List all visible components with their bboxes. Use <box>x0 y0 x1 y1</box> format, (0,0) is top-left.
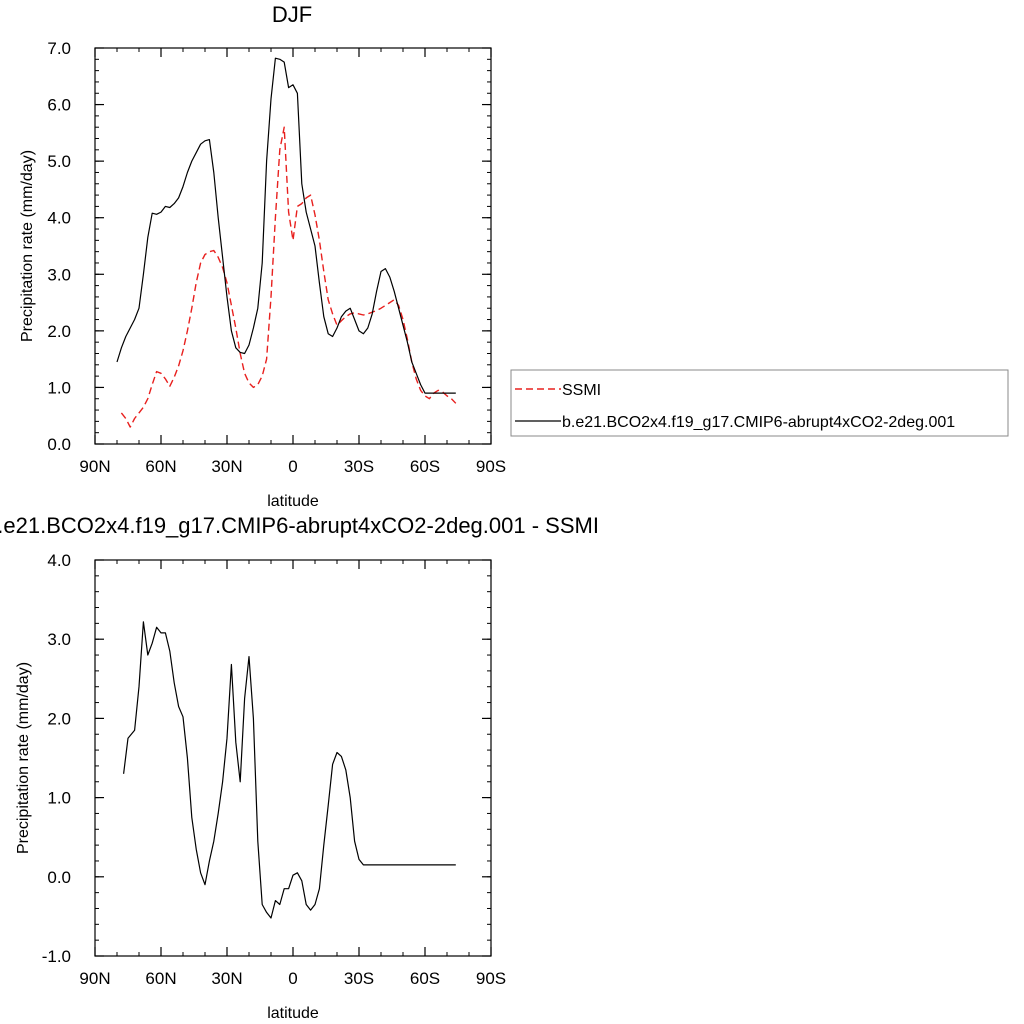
djf-x-tick-label: 90S <box>476 457 506 476</box>
difference-x-tick-label: 60N <box>145 969 176 988</box>
difference-series-lines <box>123 621 456 919</box>
djf-series-line-ssmi <box>120 126 457 428</box>
difference-y-tick-label: 4.0 <box>47 551 71 570</box>
difference-series-line-difference <box>123 621 456 919</box>
difference-x-tick-label: 30N <box>211 969 242 988</box>
djf-x-tick-label: 0 <box>288 457 297 476</box>
djf-plot-frame <box>94 47 492 445</box>
difference-axis-ticks: 90N 60N 30N 0 30S 60S 90S -1.0 0.0 1.0 2.0 3.0 4.0 <box>42 551 506 988</box>
difference-x-axis-label: latitude <box>267 1005 319 1022</box>
djf-x-tick-label: 90N <box>79 457 110 476</box>
legend-label-ssmi: SSMI <box>562 382 601 399</box>
difference-chart: b.e21.BCO2x4.f19_g17.CMIP6-abrupt4xCO2-2… <box>0 513 599 1022</box>
difference-chart-title: b.e21.BCO2x4.f19_g17.CMIP6-abrupt4xCO2-2… <box>0 513 599 538</box>
djf-series-line-model <box>116 57 456 394</box>
difference-x-tick-label: 90S <box>476 969 506 988</box>
djf-y-tick-label: 3.0 <box>47 265 71 284</box>
difference-y-tick-label: -1.0 <box>42 947 71 966</box>
difference-y-tick-label: 2.0 <box>47 709 71 728</box>
djf-y-tick-label: 7.0 <box>47 39 71 58</box>
djf-series-lines <box>116 57 457 428</box>
djf-y-tick-label: 5.0 <box>47 152 71 171</box>
difference-y-tick-label: 3.0 <box>47 630 71 649</box>
djf-y-axis-label: Precipitation rate (mm/day) <box>19 150 36 342</box>
difference-plot-frame <box>94 559 492 957</box>
djf-y-tick-label: 0.0 <box>47 435 71 454</box>
djf-x-tick-label: 60S <box>410 457 440 476</box>
difference-x-tick-label: 30S <box>344 969 374 988</box>
djf-axis-ticks: 90N 60N 30N 0 30S 60S 90S 0.0 1.0 2.0 3.0 4.0 5.0 6.0… <box>47 39 506 476</box>
difference-x-tick-label: 0 <box>288 969 297 988</box>
djf-y-tick-label: 6.0 <box>47 96 71 115</box>
djf-y-tick-label: 2.0 <box>47 322 71 341</box>
djf-chart: DJF 90N 60N 30N 0 30S 60S 90S 0.0 1.0 2.0 3.0 4.0 5.… <box>19 2 506 510</box>
djf-chart-title: DJF <box>272 2 312 27</box>
djf-y-tick-label: 1.0 <box>47 378 71 397</box>
difference-x-tick-label: 90N <box>79 969 110 988</box>
legend-label-model: b.e21.BCO2x4.f19_g17.CMIP6-abrupt4xCO2-2… <box>562 414 955 431</box>
djf-y-tick-label: 4.0 <box>47 209 71 228</box>
djf-x-tick-label: 30S <box>344 457 374 476</box>
difference-x-tick-label: 60S <box>410 969 440 988</box>
djf-x-axis-label: latitude <box>267 493 319 510</box>
difference-y-tick-label: 0.0 <box>47 868 71 887</box>
difference-y-axis-label: Precipitation rate (mm/day) <box>15 662 32 854</box>
djf-x-tick-label: 60N <box>145 457 176 476</box>
djf-x-tick-label: 30N <box>211 457 242 476</box>
legend: SSMI b.e21.BCO2x4.f19_g17.CMIP6-abrupt4x… <box>510 369 1009 437</box>
legend-box <box>510 369 1009 437</box>
difference-y-tick-label: 1.0 <box>47 789 71 808</box>
